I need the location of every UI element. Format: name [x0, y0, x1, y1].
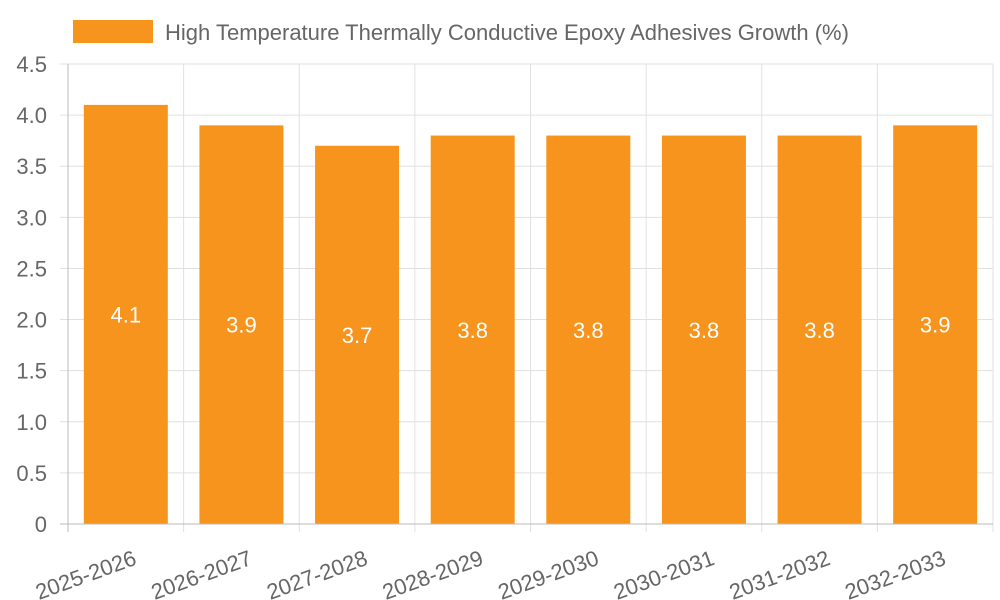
y-tick-label: 2.5	[16, 256, 47, 281]
data-label: 3.8	[689, 318, 720, 343]
bar[interactable]	[430, 135, 515, 525]
bar[interactable]	[199, 125, 284, 524]
y-tick-label: 2.0	[16, 308, 47, 333]
y-tick-label: 1.0	[16, 410, 47, 435]
x-tick-label: 2031-2032	[726, 545, 833, 600]
data-label: 3.9	[226, 313, 257, 338]
legend-swatch	[73, 20, 153, 43]
bar[interactable]	[777, 135, 862, 525]
bar[interactable]	[83, 104, 168, 524]
axes	[67, 64, 993, 525]
y-tick-label: 3.5	[16, 154, 47, 179]
data-label: 3.8	[573, 318, 604, 343]
x-tick-label: 2026-2027	[148, 545, 255, 600]
y-tick-label: 4.5	[16, 52, 47, 77]
y-tick-label: 0	[35, 512, 47, 537]
legend-label: High Temperature Thermally Conductive Ep…	[165, 20, 849, 45]
data-label: 3.7	[342, 323, 373, 348]
data-label: 3.8	[457, 318, 488, 343]
y-tick-label: 3.0	[16, 205, 47, 230]
bar[interactable]	[315, 145, 400, 524]
bars	[83, 104, 978, 525]
bar[interactable]	[661, 135, 746, 525]
x-tick-label: 2025-2026	[32, 545, 139, 600]
y-tick-label: 1.5	[16, 359, 47, 384]
x-tick-label: 2030-2031	[610, 545, 717, 600]
x-tick-label: 2027-2028	[263, 545, 370, 600]
data-label: 3.9	[920, 313, 951, 338]
y-tick-label: 4.0	[16, 103, 47, 128]
data-label: 3.8	[804, 318, 835, 343]
bar[interactable]	[546, 135, 631, 525]
y-tick-label: 0.5	[16, 461, 47, 486]
x-tick-label: 2028-2029	[379, 545, 486, 600]
x-tick-label: 2032-2033	[841, 545, 948, 600]
x-tick-label: 2029-2030	[495, 545, 602, 600]
bar[interactable]	[893, 125, 978, 524]
data-label: 4.1	[111, 302, 142, 327]
legend[interactable]: High Temperature Thermally Conductive Ep…	[73, 20, 849, 45]
